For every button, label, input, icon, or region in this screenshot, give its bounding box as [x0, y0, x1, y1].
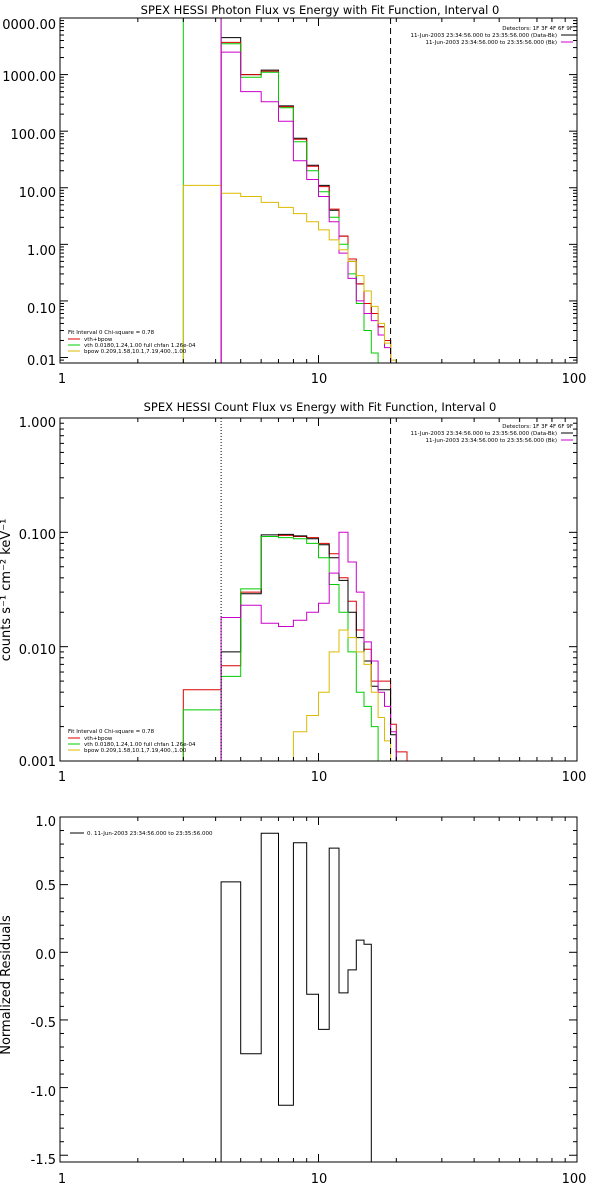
residuals-plot-frame [59, 816, 578, 1163]
ytick-label: 0000.00 [2, 18, 56, 33]
xtick-label: 10 [311, 770, 328, 785]
ytick-label: 1.00 [27, 244, 56, 259]
residuals-y-axis-label: Normalized Residuals [0, 915, 14, 1055]
legend-vth: vth 0.0180,1.24,1.00 full chfan 1.26e-04 [84, 343, 196, 349]
ytick-label: -1.5 [31, 1153, 56, 1168]
legend-residuals: 0. 11-Jun-2003 23:34:56.000 to 23:35:56.… [87, 831, 213, 837]
count-flux-panel: SPEX HESSI Count Flux vs Energy with Fit… [0, 400, 586, 785]
legend-data-bk: 11-Jun-2003 23:34:56.000 to 23:35:56.000… [411, 33, 557, 39]
count-y-axis-label: counts s⁻¹ cm⁻² keV⁻¹ [0, 519, 14, 662]
xtick-label: 1 [58, 770, 66, 785]
ytick-label: 0.001 [19, 755, 56, 770]
series-bk-line [220, 51, 392, 363]
legend-vthbpow: vth+bpow [84, 337, 113, 343]
ytick-label: 0.100 [19, 528, 56, 543]
ytick-label: 1000.00 [2, 70, 56, 85]
legend-detectors: Detectors: 1F 3F 4F 6F 9F [502, 26, 573, 32]
photon-flux-title: SPEX HESSI Photon Flux vs Energy with Fi… [141, 3, 500, 17]
series-data-line [220, 41, 397, 364]
series-data-line [182, 534, 408, 761]
legend-bpow: bpow 0.209,1.58,10.1,7.19,400.,1.00 [84, 349, 187, 355]
count-flux-title: SPEX HESSI Count Flux vs Energy with Fit… [144, 400, 497, 414]
legend-detectors: Detectors: 1F 3F 4F 6F 9F [502, 424, 573, 430]
xtick-label: 100 [562, 770, 587, 785]
series-total-line [220, 832, 372, 1162]
legend-vth: vth 0.0180,1.24,1.00 full chfan 1.26e-04 [84, 742, 196, 748]
legend-vthbpow: vth+bpow [84, 736, 113, 742]
ytick-label: 0.5 [35, 879, 56, 894]
series-vth-line [182, 17, 385, 364]
xtick-label: 1 [58, 1172, 66, 1187]
xtick-label: 10 [311, 372, 328, 387]
series-total-line [220, 533, 397, 761]
ytick-label: 100.00 [11, 128, 57, 143]
series-bpow-line [221, 629, 397, 762]
xtick-label: 10 [311, 1172, 328, 1187]
ytick-label: 1.000 [19, 416, 56, 431]
series-total-line [220, 37, 397, 364]
legend-fit-interval: Fit Interval 0 Chi-square = 0.78 [68, 729, 155, 735]
series-bk-line [220, 531, 397, 761]
ytick-label: 0.10 [27, 302, 56, 317]
xtick-label: 1 [58, 372, 66, 387]
ytick-label: 0.01 [27, 354, 56, 369]
ytick-label: -0.5 [31, 1016, 56, 1031]
ytick-label: 1.0 [35, 815, 56, 830]
legend-fit-interval: Fit Interval 0 Chi-square = 0.78 [68, 330, 155, 336]
ytick-label: 10.00 [19, 186, 56, 201]
photon-flux-panel: SPEX HESSI Photon Flux vs Energy with Fi… [2, 3, 586, 387]
residuals-panel: 1.0 0.5 0.0 -0.5 -1.0 -1.5 Normalized Re… [0, 815, 586, 1187]
xtick-label: 100 [562, 1172, 587, 1187]
legend-bk: 11-Jun-2003 23:34:56.000 to 23:35:56.000… [425, 40, 557, 46]
xtick-label: 100 [562, 372, 587, 387]
legend-bk: 11-Jun-2003 23:34:56.000 to 23:35:56.000… [425, 438, 557, 444]
legend-bpow: bpow 0.209,1.58,10.1,7.19,400.,1.00 [84, 748, 187, 754]
ytick-label: 0.0 [35, 948, 56, 963]
legend-data-bk: 11-Jun-2003 23:34:56.000 to 23:35:56.000… [411, 431, 557, 437]
ytick-label: -1.0 [31, 1085, 56, 1100]
series-bpow-line [182, 184, 407, 364]
ytick-label: 0.010 [19, 643, 56, 658]
series-vth-line [182, 536, 385, 762]
